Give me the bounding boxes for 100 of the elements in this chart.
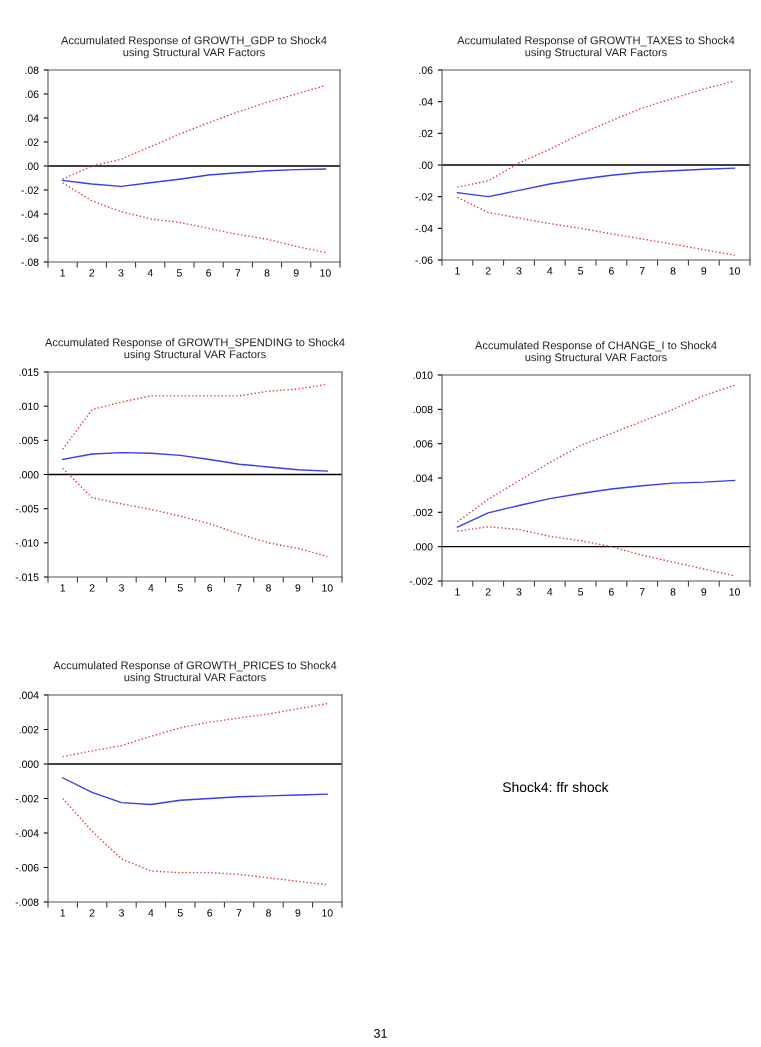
x-tick-label: 6 bbox=[609, 267, 614, 275]
y-tick-label: -.008 bbox=[15, 898, 39, 906]
x-tick-label: 8 bbox=[266, 584, 271, 592]
y-tick-label: .08 bbox=[25, 66, 39, 74]
x-tick-label: 9 bbox=[293, 269, 299, 277]
y-tick-label: -.02 bbox=[21, 186, 39, 194]
y-tick-label: .005 bbox=[19, 436, 39, 445]
x-tick-label: 9 bbox=[295, 584, 301, 592]
x-tick-label: 10 bbox=[729, 588, 740, 596]
y-tick-label: -.02 bbox=[415, 193, 433, 201]
x-tick-label: 3 bbox=[119, 584, 124, 592]
y-tick-label: -.005 bbox=[15, 505, 39, 513]
y-tick-label: -.010 bbox=[15, 539, 39, 547]
line-series bbox=[62, 777, 328, 806]
chart-title: Accumulated Response of GROWTH_GDP to Shock4 using Structural VAR Factors bbox=[61, 36, 327, 59]
y-tick-label: .00 bbox=[25, 162, 39, 170]
x-tick-label: 7 bbox=[236, 584, 242, 592]
y-tick-label: .000 bbox=[19, 760, 39, 768]
x-tick-label: 4 bbox=[547, 588, 553, 596]
y-tick-label: .04 bbox=[25, 114, 39, 122]
y-tick-label: .000 bbox=[19, 471, 39, 479]
x-tick-label: 9 bbox=[701, 588, 707, 596]
line-series bbox=[456, 167, 736, 198]
x-tick-label: 3 bbox=[119, 909, 124, 917]
x-tick-label: 4 bbox=[148, 584, 154, 592]
x-tick-label: 10 bbox=[729, 267, 740, 275]
x-tick-label: 6 bbox=[207, 584, 213, 592]
x-tick-label: 1 bbox=[60, 909, 66, 917]
x-tick-label: 1 bbox=[60, 269, 65, 277]
y-tick-label: .002 bbox=[413, 508, 433, 517]
line-series bbox=[62, 467, 328, 558]
x-tick-label: 2 bbox=[485, 588, 491, 596]
y-tick-label: .02 bbox=[25, 138, 39, 146]
line-series bbox=[61, 182, 327, 254]
x-tick-label: 5 bbox=[177, 909, 183, 917]
x-tick-label: 2 bbox=[89, 584, 95, 592]
line-series bbox=[61, 168, 327, 188]
y-tick-label: .015 bbox=[19, 368, 39, 376]
x-tick-label: 5 bbox=[578, 267, 584, 275]
x-tick-label: 10 bbox=[320, 269, 331, 277]
y-tick-label: -.04 bbox=[415, 224, 433, 233]
x-tick-label: 7 bbox=[639, 267, 645, 275]
line-series bbox=[62, 702, 328, 758]
y-tick-label: .004 bbox=[19, 691, 39, 699]
y-tick-label: .010 bbox=[413, 371, 433, 379]
y-tick-label: -.06 bbox=[21, 234, 39, 242]
line-series bbox=[62, 797, 328, 886]
x-tick-label: 10 bbox=[322, 584, 333, 592]
chart-title: Accumulated Response of GROWTH_SPENDING to Shock4 using Structural VAR Factors bbox=[44, 338, 345, 361]
y-tick-label: .008 bbox=[413, 405, 433, 414]
y-tick-label: -.08 bbox=[21, 258, 39, 266]
y-tick-label: .004 bbox=[413, 474, 433, 482]
line-series bbox=[62, 383, 328, 450]
text: 31 bbox=[374, 1028, 387, 1038]
x-tick-label: 9 bbox=[295, 909, 301, 917]
x-tick-label: 8 bbox=[264, 269, 270, 277]
x-tick-label: 7 bbox=[235, 269, 241, 277]
y-tick-label: .002 bbox=[19, 726, 39, 734]
x-tick-label: 3 bbox=[118, 269, 124, 277]
x-tick-label: 8 bbox=[266, 909, 271, 917]
y-tick-label: .04 bbox=[419, 98, 433, 106]
x-tick-label: 5 bbox=[578, 588, 584, 596]
x-tick-label: 6 bbox=[206, 269, 212, 277]
line-series bbox=[456, 196, 736, 256]
y-tick-label: -.015 bbox=[15, 573, 39, 581]
x-tick-label: 6 bbox=[609, 588, 614, 596]
x-tick-label: 1 bbox=[455, 588, 460, 596]
x-tick-label: 4 bbox=[547, 267, 553, 275]
y-tick-label: -.002 bbox=[15, 795, 39, 803]
x-tick-label: 4 bbox=[147, 269, 153, 277]
x-tick-label: 4 bbox=[148, 909, 154, 917]
y-tick-label: .06 bbox=[419, 66, 433, 74]
y-tick-label: -.04 bbox=[21, 210, 39, 218]
x-tick-label: 5 bbox=[176, 269, 182, 277]
x-tick-label: 8 bbox=[670, 267, 676, 275]
x-tick-label: 7 bbox=[639, 588, 645, 596]
x-tick-label: 7 bbox=[236, 909, 242, 917]
chart-title: Accumulated Response of GROWTH_PRICES to Shock4 using Structural VAR Factors bbox=[53, 661, 337, 684]
line-series bbox=[456, 526, 736, 577]
x-tick-label: 1 bbox=[60, 584, 66, 592]
y-tick-label: -.006 bbox=[15, 864, 39, 872]
x-tick-label: 5 bbox=[177, 584, 183, 592]
y-tick-label: .02 bbox=[419, 129, 433, 138]
y-tick-label: .06 bbox=[25, 90, 39, 98]
line-series bbox=[456, 384, 736, 523]
x-tick-label: 2 bbox=[89, 909, 95, 917]
chart-title: Accumulated Response of CHANGE_I to Shock4 using Structural VAR Factors bbox=[474, 341, 717, 364]
x-tick-label: 2 bbox=[485, 267, 491, 275]
y-tick-label: -.06 bbox=[415, 256, 433, 264]
x-tick-label: 6 bbox=[207, 909, 213, 917]
y-tick-label: .000 bbox=[413, 543, 433, 551]
line-series bbox=[456, 479, 736, 528]
y-tick-label: .00 bbox=[419, 161, 433, 169]
x-tick-label: 3 bbox=[516, 588, 522, 596]
x-tick-label: 8 bbox=[670, 588, 676, 596]
x-tick-label: 2 bbox=[89, 269, 95, 277]
line-series bbox=[62, 451, 328, 472]
chart-title: Accumulated Response of GROWTH_TAXES to Shock4 using Structural VAR Factors bbox=[457, 36, 735, 59]
y-tick-label: .006 bbox=[413, 440, 433, 448]
y-tick-label: -.002 bbox=[409, 577, 433, 585]
